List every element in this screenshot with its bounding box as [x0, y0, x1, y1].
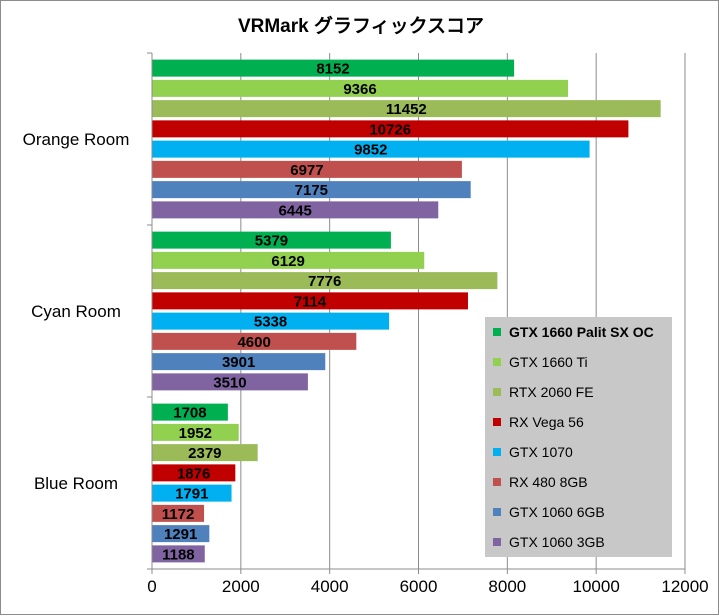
bar-value-label-2-0: 1708 — [173, 405, 206, 422]
bar-2-1 — [152, 423, 239, 441]
legend-swatch-6 — [493, 508, 501, 516]
bar-2-3 — [152, 464, 236, 482]
legend-swatch-2 — [493, 388, 501, 396]
x-tick-label-12000: 12000 — [661, 577, 708, 596]
bar-1-5 — [152, 332, 357, 350]
bar-0-3 — [152, 120, 629, 138]
bar-value-label-0-2: 11452 — [386, 101, 427, 118]
bar-value-label-1-6: 3901 — [222, 354, 255, 371]
bar-value-label-0-5: 6977 — [290, 162, 323, 179]
legend-entry-6: GTX 1060 6GB — [509, 504, 605, 520]
bar-value-label-2-5: 1172 — [162, 506, 195, 523]
chart-title: VRMark グラフィックスコア — [238, 14, 484, 37]
bar-2-7 — [152, 545, 205, 563]
x-tick-label-2000: 2000 — [222, 577, 260, 596]
bar-0-5 — [152, 160, 462, 178]
bar-2-0 — [152, 403, 228, 421]
x-tick-label-6000: 6000 — [400, 577, 438, 596]
bar-1-0 — [152, 231, 391, 249]
bar-value-label-1-2: 7776 — [308, 273, 341, 290]
bar-1-6 — [152, 353, 326, 371]
bar-value-label-0-6: 7175 — [295, 182, 328, 199]
bar-value-label-0-3: 10726 — [369, 121, 411, 138]
bar-value-label-1-4: 5338 — [254, 314, 287, 331]
bar-2-2 — [152, 444, 258, 462]
category-label-cyan-room: Cyan Room — [31, 302, 121, 321]
bar-value-label-1-1: 6129 — [271, 253, 304, 270]
bar-2-4 — [152, 484, 232, 502]
legend-entry-4: GTX 1070 — [509, 444, 573, 460]
legend-entry-5: RX 480 8GB — [509, 474, 588, 490]
bar-value-label-2-6: 1291 — [164, 526, 197, 543]
legend-entry-0: GTX 1660 Palit SX OC — [509, 324, 654, 340]
legend-swatch-7 — [493, 538, 501, 546]
bar-value-label-2-3: 1876 — [177, 465, 210, 482]
legend: GTX 1660 Palit SX OC GTX 1660 Ti RTX 2060 … — [485, 317, 672, 557]
bar-0-6 — [152, 181, 471, 199]
bars: 8152 9366 11452 10726 9852 6977 7175 6445 5379 61… — [152, 59, 661, 563]
gridlines — [240, 53, 686, 569]
bar-1-4 — [152, 312, 390, 330]
bar-value-label-2-7: 1188 — [162, 546, 195, 563]
bar-0-0 — [152, 59, 515, 77]
bar-value-label-1-3: 7114 — [294, 293, 327, 310]
bar-value-label-1-0: 5379 — [255, 233, 288, 250]
bar-0-7 — [152, 201, 439, 219]
bar-1-7 — [152, 373, 308, 391]
x-tick-label-4000: 4000 — [311, 577, 349, 596]
legend-swatch-3 — [493, 418, 501, 426]
legend-entry-3: RX Vega 56 — [509, 414, 584, 430]
legend-entry-2: RTX 2060 FE — [509, 384, 594, 400]
bar-value-label-2-1: 1952 — [179, 425, 212, 442]
bar-value-label-2-2: 2379 — [188, 445, 221, 462]
x-tick-label-0: 0 — [147, 577, 156, 596]
legend-swatch-1 — [493, 358, 501, 366]
bar-0-2 — [152, 100, 661, 118]
legend-swatch-0 — [493, 328, 501, 336]
legend-swatch-4 — [493, 448, 501, 456]
bar-value-label-1-5: 4600 — [237, 334, 270, 351]
bar-1-1 — [152, 251, 425, 269]
bar-0-4 — [152, 140, 590, 158]
bar-value-label-2-4: 1791 — [175, 486, 208, 503]
category-label-orange-room: Orange Room — [23, 130, 130, 149]
category-label-blue-room: Blue Room — [34, 474, 118, 493]
bar-value-label-0-1: 9366 — [343, 81, 376, 98]
bar-2-5 — [152, 504, 205, 522]
axes: 0 2000 4000 6000 8000 10000 12000 Orange Room Cy… — [23, 52, 709, 596]
legend-box — [485, 317, 672, 557]
legend-entry-1: GTX 1660 Ti — [509, 354, 588, 370]
bar-0-1 — [152, 79, 569, 97]
bar-value-label-0-0: 8152 — [316, 61, 349, 78]
legend-swatch-5 — [493, 478, 501, 486]
bar-1-2 — [152, 272, 498, 290]
bar-value-label-1-7: 3510 — [213, 374, 246, 391]
legend-entry-7: GTX 1060 3GB — [509, 534, 605, 550]
x-tick-label-10000: 10000 — [573, 577, 620, 596]
bar-1-3 — [152, 292, 468, 310]
bar-value-label-0-4: 9852 — [354, 142, 387, 159]
bar-value-label-0-7: 6445 — [278, 202, 311, 219]
x-tick-label-8000: 8000 — [488, 577, 526, 596]
bar-2-6 — [152, 525, 210, 543]
